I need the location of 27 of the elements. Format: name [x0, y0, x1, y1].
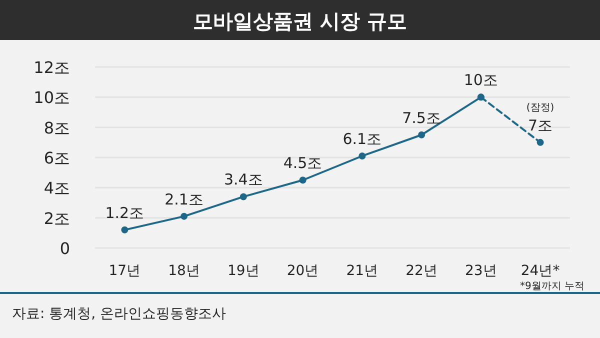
- y-tick-label: 10조: [34, 88, 70, 108]
- data-label: 4.5조: [283, 154, 322, 172]
- x-tick-label: 17년: [108, 263, 141, 279]
- data-label: 1.2조: [105, 204, 144, 222]
- y-tick-label: 0: [60, 239, 70, 258]
- text: 자료: 통계청, 온라인쇼핑동향조사: [12, 306, 226, 322]
- y-tick-label: 8조: [44, 118, 70, 138]
- x-tick-label: 18년: [168, 263, 200, 279]
- data-label: 3.4조: [224, 170, 263, 189]
- y-tick-label: 2조: [44, 208, 70, 228]
- data-label: 10조: [464, 71, 498, 90]
- data-label: 2.1조: [164, 190, 204, 208]
- x-tick-label: 23년: [465, 263, 497, 279]
- text: *9월까지 누적: [520, 281, 585, 292]
- y-tick-label: 6조: [44, 148, 70, 168]
- annotation: (잠정): [526, 102, 554, 114]
- x-tick-label: 21년: [346, 263, 378, 279]
- x-tick-label: 19년: [228, 263, 260, 279]
- x-tick-label: 22년: [406, 263, 438, 279]
- data-label: 7조: [528, 116, 553, 134]
- x-tick-label: 20년: [286, 263, 319, 279]
- data-label: 7.5조: [402, 108, 441, 127]
- data-label: 6.1조: [342, 130, 382, 148]
- y-tick-label: 4조: [44, 178, 70, 198]
- y-tick-label: 12조: [34, 58, 70, 77]
- chart-title: 모바일상품권 시장 규모: [193, 9, 407, 33]
- x-tick-label: 24년*: [520, 263, 560, 279]
